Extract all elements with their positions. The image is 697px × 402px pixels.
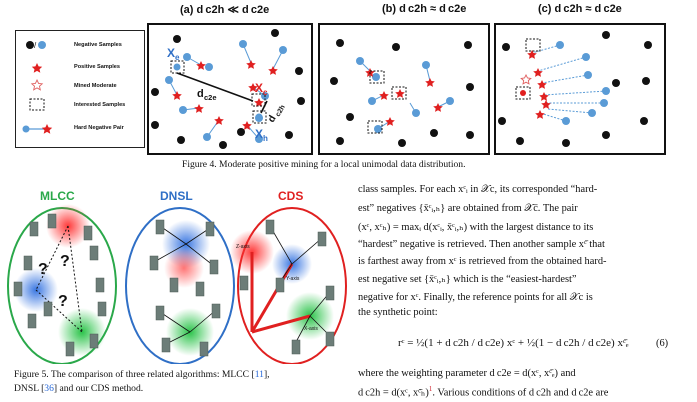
black-dot-icon xyxy=(26,41,34,49)
svg-text:?: ? xyxy=(58,293,68,310)
panel-b-plot xyxy=(330,39,474,147)
label-xh: X xyxy=(255,127,263,141)
panel-c-title: (c) d c2h ≈ d c2e xyxy=(538,3,622,15)
svg-text:?: ? xyxy=(60,253,70,270)
label-dc2h: d xyxy=(266,114,279,125)
paragraph-line: (xᶜ, xᶜₕ) = maxᵢ d(xᶜᵢ, x̄ᶜᵢ,ₕ) with the… xyxy=(358,222,594,233)
label-dc2h-sub: c2h xyxy=(275,104,287,118)
cds-axis-label: X-axis xyxy=(304,326,318,332)
panel-a-plot: X e X c X h d c2e d c2h xyxy=(151,29,305,149)
equation-6: rᶜ = ½(1 + d c2h / d c2e) xᶜ + ½(1 − d c… xyxy=(398,337,629,349)
legend-slash: / xyxy=(34,41,37,50)
label-dc2e: d xyxy=(197,88,204,100)
svg-text:?: ? xyxy=(38,261,48,278)
cds-ellipse xyxy=(237,207,347,364)
blue-dot-icon xyxy=(38,41,46,49)
mlcc-label: MLCC xyxy=(40,189,75,203)
citation-link[interactable]: 36 xyxy=(44,383,54,394)
cds-axis-label: Y-axis xyxy=(286,276,300,282)
label-xh-sub: h xyxy=(263,134,268,143)
label-xe: X xyxy=(167,46,175,60)
cds-axes xyxy=(250,252,311,334)
paragraph-line: d c2h = d(xᶜ, xᶜ̄ₕ)1. Various conditions… xyxy=(358,385,609,399)
legend-label: Negative Samples xyxy=(74,42,122,48)
body-text-column: class samples. For each xᶜᵢ in 𝒳c, its c… xyxy=(358,180,694,402)
label-xc: X xyxy=(255,81,263,95)
panel-c xyxy=(494,23,666,155)
label-xc-sub: c xyxy=(263,88,268,97)
equation-number: (6) xyxy=(656,338,669,349)
panel-b xyxy=(318,23,490,155)
paragraph-line: class samples. For each xᶜᵢ in 𝒳c, its c… xyxy=(358,184,598,195)
panel-a-title: (a) d c2h ≪ d c2e xyxy=(180,4,270,16)
hollow-star-icon xyxy=(30,78,44,91)
paragraph-line: est” negatives {x̄ᶜᵢ,ₕ} are obtained fro… xyxy=(358,203,578,214)
dashed-square-icon xyxy=(29,98,45,111)
legend-label: Interested Samples xyxy=(74,102,126,108)
cds-axis-label: Z-axis xyxy=(236,244,250,250)
dnsl-label: DNSL xyxy=(160,189,193,203)
paragraph-line: est negative set {x̄ᶜᵢ,ₕ} which is the “… xyxy=(358,274,577,285)
figure-5: ? ? ? xyxy=(0,182,350,402)
pair-star-icon xyxy=(41,124,53,134)
cds-label: CDS xyxy=(278,189,303,203)
pair-dot-icon xyxy=(22,125,30,133)
label-dc2e-sub: c2e xyxy=(204,93,217,102)
dnsl-ellipse xyxy=(125,207,235,364)
paragraph-line: the synthetic point: xyxy=(358,307,438,318)
label-xe-sub: e xyxy=(175,53,180,62)
citation-link[interactable]: 11 xyxy=(254,369,264,380)
legend-label: Positive Samples xyxy=(74,64,121,70)
figure-4-caption: Figure 4. Moderate positive mining for a… xyxy=(182,159,466,170)
footnote-link[interactable]: 1 xyxy=(428,385,433,393)
panel-b-title: (b) d c2h ≈ d c2e xyxy=(382,3,467,15)
figure-4-legend: / Negative Samples Positive Samples Mine… xyxy=(15,30,145,148)
legend-label: Hard Negative Pair xyxy=(74,125,124,131)
figure-5-illustration: ? ? ? xyxy=(7,189,347,364)
interested-xh-box xyxy=(252,110,267,124)
red-star-icon xyxy=(31,63,43,73)
panel-c-plot xyxy=(498,31,652,147)
figure-5-caption-line1: Figure 5. The comparison of three relate… xyxy=(14,369,270,380)
anchor-star-xc xyxy=(254,98,264,107)
paragraph-line: “hardest” negative is retrieved. Then an… xyxy=(358,239,605,250)
paragraph-line: is farthest away from xᶜ is retrieved fr… xyxy=(358,256,607,267)
panel-a: X e X c X h d c2e d c2h xyxy=(147,23,313,155)
figure-4: / Negative Samples Positive Samples Mine… xyxy=(0,0,697,176)
legend-icons: / xyxy=(22,41,53,134)
paragraph-line: where the weighting parameter d c2e = d(… xyxy=(358,368,576,379)
paragraph-line: negative for xᶜ. Finally, the reference … xyxy=(358,292,593,303)
legend-label: Mined Moderate xyxy=(74,83,117,89)
figure-5-caption-line2: DNSL [36] and our CDS method. xyxy=(14,383,144,394)
